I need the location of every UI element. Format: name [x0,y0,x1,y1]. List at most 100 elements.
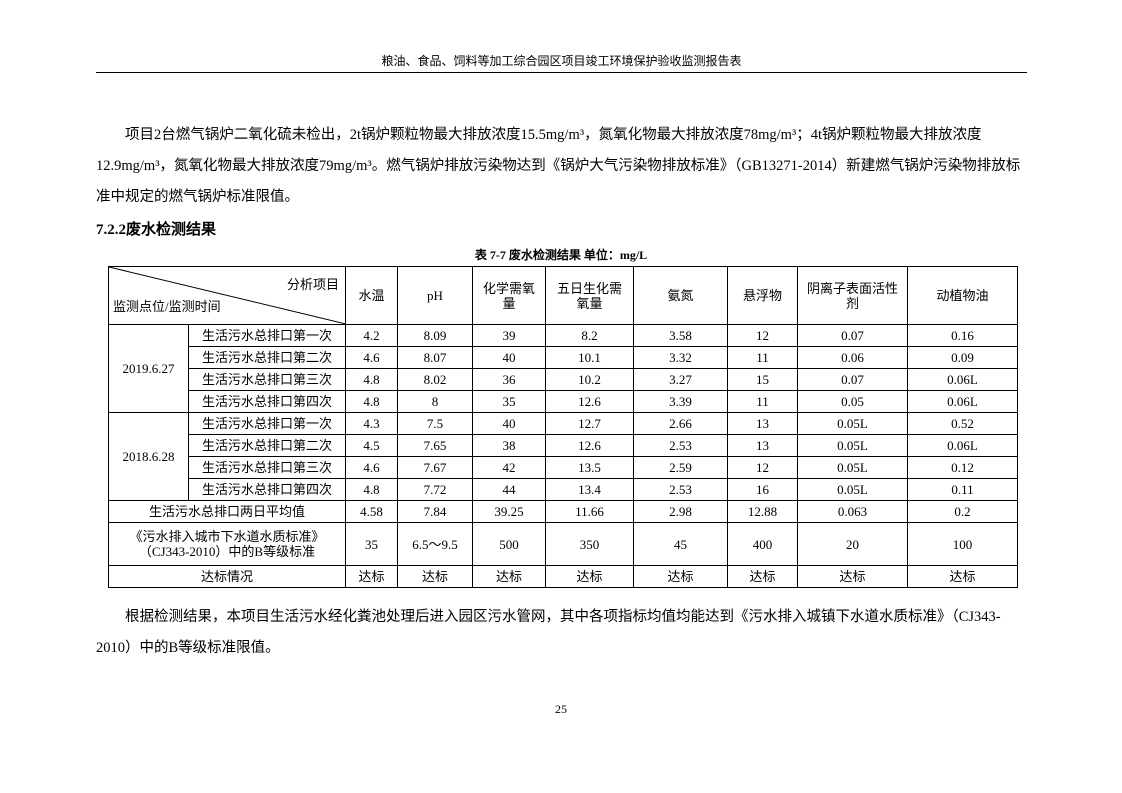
table-row: 生活污水总排口第三次 4.6 7.67 42 13.5 2.59 12 0.05L 0.12 [109,456,1018,479]
value-cell: 达标 [727,565,798,588]
value-cell: 13 [727,434,798,457]
table-row: 生活污水总排口第三次 4.8 8.02 36 10.2 3.27 15 0.07 0.06L [109,368,1018,391]
value-cell: 3.58 [633,324,728,347]
value-cell: 11 [727,390,798,413]
value-cell: 15 [727,368,798,391]
point-cell: 生活污水总排口第二次 [188,346,346,369]
value-cell: 8.07 [397,346,473,369]
value-cell: 4.8 [345,368,398,391]
value-cell: 10.2 [545,368,634,391]
value-cell: 35 [345,522,398,566]
value-cell: 20 [797,522,908,566]
value-cell: 达标 [397,565,473,588]
value-cell: 0.063 [797,500,908,523]
value-cell: 2.53 [633,434,728,457]
date-cell: 2018.6.28 [108,412,189,501]
value-cell: 38 [472,434,546,457]
value-cell: 0.12 [907,456,1018,479]
value-cell: 4.3 [345,412,398,435]
value-cell: 13 [727,412,798,435]
value-cell: 39.25 [472,500,546,523]
value-cell: 7.84 [397,500,473,523]
column-header: 阴离子表面活性剂 [797,266,908,325]
value-cell: 350 [545,522,634,566]
value-cell: 400 [727,522,798,566]
corner-header: 分析项目 监测点位/监测时间 [108,266,346,325]
table-row: 生活污水总排口第四次 4.8 8 35 12.6 3.39 11 0.05 0.06L [109,390,1018,413]
value-cell: 16 [727,478,798,501]
section-title: 7.2.2废水检测结果 [96,222,217,238]
value-cell: 达标 [907,565,1018,588]
value-cell: 39 [472,324,546,347]
point-cell: 生活污水总排口第四次 [188,478,346,501]
value-cell: 0.05L [797,434,908,457]
point-cell: 生活污水总排口第一次 [188,412,346,435]
value-cell: 8.02 [397,368,473,391]
value-cell: 0.06L [907,434,1018,457]
corner-bottom: 监测点位/监测时间 [113,299,221,314]
value-cell: 2.53 [633,478,728,501]
value-cell: 达标 [345,565,398,588]
value-cell: 0.05 [797,390,908,413]
value-cell: 4.8 [345,390,398,413]
compliance-label: 达标情况 [108,565,346,588]
column-header: 悬浮物 [727,266,798,325]
value-cell: 7.5 [397,412,473,435]
standard-label: 《污水排入城市下水道水质标准》（CJ343-2010）中的B等级标准 [108,522,346,566]
value-cell: 3.39 [633,390,728,413]
average-row: 生活污水总排口两日平均值 4.58 7.84 39.25 11.66 2.98 12.88 0… [108,500,1018,523]
value-cell: 达标 [797,565,908,588]
value-cell: 12.88 [727,500,798,523]
value-cell: 35 [472,390,546,413]
value-cell: 4.2 [345,324,398,347]
value-cell: 13.5 [545,456,634,479]
value-cell: 0.2 [907,500,1018,523]
standard-row: 《污水排入城市下水道水质标准》（CJ343-2010）中的B等级标准 35 6.5～… [108,522,1018,566]
column-header: pH [397,266,473,325]
average-label: 生活污水总排口两日平均值 [108,500,346,523]
wastewater-table: 分析项目 监测点位/监测时间 水温 pH 化学需氧量 五日生化需氧量 氨氮 悬浮物 阴离子表面活… [108,266,1018,588]
value-cell: 4.6 [345,456,398,479]
value-cell: 11.66 [545,500,634,523]
table-row: 2018.6.28 生活污水总排口第一次 4.3 7.5 40 12.7 2.66 13 0.0… [108,412,1018,501]
point-cell: 生活污水总排口第一次 [188,324,346,347]
column-header: 水温 [345,266,398,325]
value-cell: 7.67 [397,456,473,479]
value-cell: 0.52 [907,412,1018,435]
value-cell: 11 [727,346,798,369]
value-cell: 13.4 [545,478,634,501]
point-cell: 生活污水总排口第四次 [188,390,346,413]
value-cell: 100 [907,522,1018,566]
point-cell: 生活污水总排口第三次 [188,368,346,391]
value-cell: 0.05L [797,412,908,435]
value-cell: 7.65 [397,434,473,457]
value-cell: 4.8 [345,478,398,501]
value-cell: 4.5 [345,434,398,457]
value-cell: 7.72 [397,478,473,501]
value-cell: 达标 [472,565,546,588]
paragraph-boiler-emissions: 项目2台燃气锅炉二氧化硫未检出，2t锅炉颗粒物最大排放浓度15.5mg/m³，氮… [96,127,1021,205]
value-cell: 12 [727,456,798,479]
value-cell: 3.27 [633,368,728,391]
value-cell: 0.07 [797,368,908,391]
table-row: 生活污水总排口第四次 4.8 7.72 44 13.4 2.53 16 0.05L 0.11 [109,478,1018,501]
compliance-row: 达标情况 达标 达标 达标 达标 达标 达标 达标 达标 [108,565,1018,588]
column-header: 五日生化需氧量 [545,266,634,325]
column-header: 氨氮 [633,266,728,325]
value-cell: 0.11 [907,478,1018,501]
value-cell: 0.09 [907,346,1018,369]
page-number: 25 [555,702,567,716]
value-cell: 12.7 [545,412,634,435]
paragraph-conclusion: 根据检测结果，本项目生活污水经化粪池处理后进入园区污水管网，其中各项指标均值均能… [96,609,1001,656]
value-cell: 3.32 [633,346,728,369]
value-cell: 4.58 [345,500,398,523]
page-header: 粮油、食品、饲料等加工综合园区项目竣工环境保护验收监测报告表 [96,52,1027,73]
value-cell: 0.07 [797,324,908,347]
value-cell: 0.05L [797,456,908,479]
value-cell: 8 [397,390,473,413]
value-cell: 500 [472,522,546,566]
value-cell: 45 [633,522,728,566]
value-cell: 0.16 [907,324,1018,347]
value-cell: 40 [472,346,546,369]
table-row: 2019.6.27 生活污水总排口第一次 4.2 8.09 39 8.2 3.58 12 0.0… [108,324,1018,413]
